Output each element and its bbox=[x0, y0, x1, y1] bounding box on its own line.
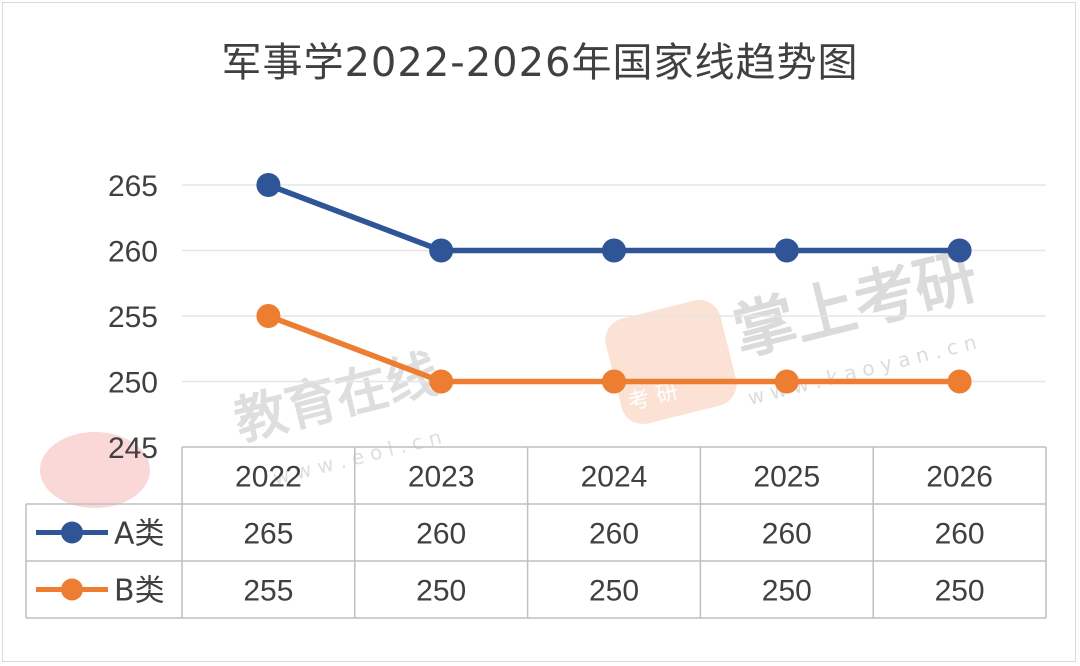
table-cell-value: 260 bbox=[935, 518, 985, 551]
eol-logo-icon bbox=[40, 432, 150, 508]
x-category-label: 2025 bbox=[753, 461, 820, 494]
table-cell-value: 260 bbox=[589, 518, 639, 551]
y-tick-label: 260 bbox=[108, 236, 158, 269]
legend-label: B类 bbox=[114, 574, 165, 609]
x-category-label: 2022 bbox=[235, 461, 302, 494]
table-cell-value: 265 bbox=[243, 518, 293, 551]
data-point bbox=[429, 369, 454, 394]
data-point bbox=[602, 238, 626, 263]
table-cell-value: 260 bbox=[416, 518, 466, 551]
y-tick-label: 265 bbox=[108, 170, 158, 203]
data-point bbox=[947, 369, 972, 394]
data-point bbox=[256, 173, 281, 197]
data-point bbox=[774, 369, 799, 394]
legend-marker bbox=[61, 578, 83, 601]
y-axis: 265 260 255 250 245 bbox=[108, 170, 158, 465]
data-table: 2022 2023 2024 2025 2026 A类 265 260 260 260 260 B类 2… bbox=[25, 446, 1047, 619]
series-layer bbox=[256, 173, 972, 394]
data-point bbox=[947, 238, 972, 263]
table-cell-value: 250 bbox=[935, 575, 985, 608]
legend-marker bbox=[61, 521, 83, 544]
data-point bbox=[602, 369, 626, 394]
x-category-label: 2023 bbox=[408, 461, 475, 494]
data-point bbox=[256, 304, 281, 328]
chart-title: 军事学2022-2026年国家线趋势图 bbox=[221, 40, 859, 86]
data-point bbox=[429, 238, 454, 263]
y-tick-label: 255 bbox=[108, 301, 158, 334]
legend-label: A类 bbox=[114, 517, 165, 552]
kaoyan-badge-icon bbox=[605, 299, 737, 425]
x-category-label: 2026 bbox=[926, 461, 993, 494]
y-tick-label: 245 bbox=[108, 432, 158, 465]
table-cell-value: 255 bbox=[243, 575, 293, 608]
y-tick-label: 250 bbox=[108, 367, 158, 400]
table-cell-value: 250 bbox=[589, 575, 639, 608]
table-cell-value: 250 bbox=[416, 575, 466, 608]
watermark-kaoyan: 考 研 掌上考研 w w w . k a o y a n . c n bbox=[605, 239, 984, 425]
table-cell-value: 250 bbox=[762, 575, 812, 608]
table-cell-value: 260 bbox=[762, 518, 812, 551]
x-category-label: 2024 bbox=[581, 461, 648, 494]
data-point bbox=[774, 238, 799, 263]
